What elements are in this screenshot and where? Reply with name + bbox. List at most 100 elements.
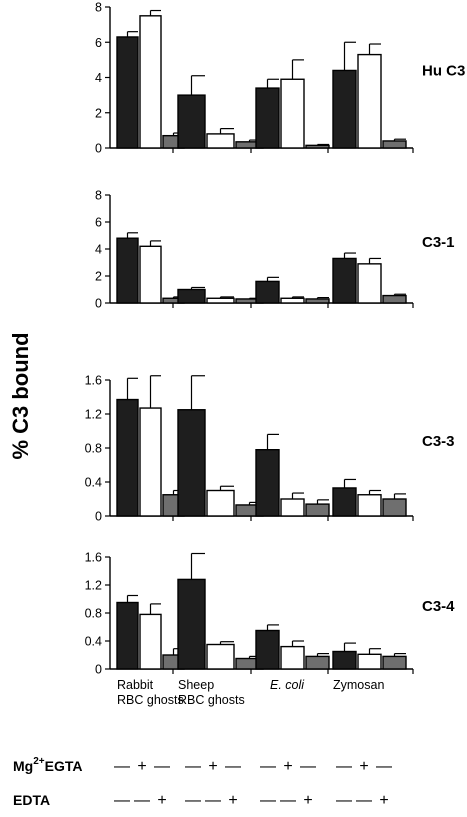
bar-1-4-3	[382, 140, 407, 149]
bar-1-3-3	[305, 144, 330, 149]
condition-sign: +	[137, 758, 146, 775]
condition-sign: —	[356, 792, 372, 809]
y-tick-label: 6	[95, 36, 102, 50]
bar-3-3-1	[255, 449, 280, 517]
y-tick-label: 1.2	[85, 408, 102, 422]
bar-3-4-1	[332, 487, 357, 517]
condition-sign: +	[359, 758, 368, 775]
condition-sign: —	[205, 792, 221, 809]
bar-3-4-3	[382, 498, 407, 517]
panel-label: C3-4	[422, 598, 455, 615]
bar-2-4-1	[332, 257, 357, 304]
condition-sign: —	[376, 758, 392, 775]
panel-label: C3-1	[422, 234, 455, 251]
bar-2-4-2	[357, 263, 382, 304]
bar-1-4-2	[357, 53, 382, 149]
y-tick-label: 1.6	[85, 551, 102, 565]
y-tick-label: 4	[95, 71, 102, 85]
bar-3-2-2	[206, 489, 235, 517]
y-tick-label: 2	[95, 106, 102, 120]
bar-2-3-3	[305, 298, 330, 304]
condition-sign: —	[280, 792, 296, 809]
bar-4-4-2	[357, 653, 382, 670]
bar-1-3-1	[255, 87, 280, 149]
condition-sign: +	[228, 792, 237, 809]
condition-sign: —	[154, 758, 170, 775]
condition-sign: —	[185, 758, 201, 775]
bar-4-3-3	[305, 655, 330, 670]
panel-label: C3-3	[422, 433, 455, 450]
panel-2: 0 2 4 6 8 C3-1	[95, 189, 454, 311]
bar-2-1-2	[139, 245, 162, 304]
category-label: Zymosan	[333, 678, 384, 692]
condition-sign: +	[379, 792, 388, 809]
category-label: E. coli	[270, 678, 305, 692]
category-label-line2: RBC ghosts	[178, 693, 245, 707]
y-tick-label: 0.4	[85, 476, 102, 490]
condition-label: Mg2+EGTA	[13, 756, 82, 774]
bar-3-1-1	[116, 398, 139, 517]
bar-1-2-2	[206, 133, 235, 149]
bar-1-1-1	[116, 36, 139, 149]
condition-label-main: Mg	[13, 758, 33, 774]
bar-3-3-3	[305, 503, 330, 517]
condition-sign: —	[114, 792, 130, 809]
panels: 0 2 4 6 8 Hu C3 0 2 4 6 8 C3-1 0 0.4 0.8 1.2 1.6 C3-3 0 0.4…	[85, 1, 466, 677]
bar-2-2-2	[206, 297, 235, 304]
y-tick-label: 8	[95, 1, 102, 15]
y-tick-label: 0	[95, 663, 102, 677]
y-tick-label: 0	[95, 297, 102, 311]
bar-3-3-2	[280, 498, 305, 517]
bar-1-1-2	[139, 15, 162, 149]
condition-label-superscript: 2+	[33, 756, 45, 767]
condition-label: EDTA	[13, 792, 50, 808]
condition-sign: —	[114, 758, 130, 775]
bar-1-2-1	[177, 94, 206, 149]
bar-4-4-1	[332, 650, 357, 670]
bar-2-3-2	[280, 297, 305, 304]
bar-2-3-1	[255, 280, 280, 304]
category-label: Sheep	[178, 678, 214, 692]
bar-4-3-2	[280, 645, 305, 670]
y-tick-label: 0.8	[85, 442, 102, 456]
y-tick-label: 0	[95, 510, 102, 524]
condition-sign: +	[283, 758, 292, 775]
category-label-line2: RBC ghosts	[117, 693, 184, 707]
condition-sign: —	[225, 758, 241, 775]
panel-4: 0 0.4 0.8 1.2 1.6 C3-4	[85, 551, 456, 677]
bar-3-2-1	[177, 409, 206, 517]
condition-label-rest: EGTA	[45, 758, 83, 774]
bar-4-1-1	[116, 601, 139, 670]
condition-rows: Mg2+EGTA — + — — + — — + — — + —EDTA — — + — — + — — + — — +	[13, 756, 392, 809]
bar-3-1-2	[139, 407, 162, 517]
condition-sign: —	[260, 792, 276, 809]
panel-1: 0 2 4 6 8 Hu C3	[95, 1, 465, 156]
bar-4-4-3	[382, 655, 407, 670]
bar-1-3-2	[280, 78, 305, 149]
bar-3-4-2	[357, 494, 382, 517]
y-tick-label: 6	[95, 216, 102, 230]
condition-sign: —	[336, 792, 352, 809]
bar-4-1-2	[139, 613, 162, 670]
y-tick-label: 1.6	[85, 374, 102, 388]
y-tick-label: 0.8	[85, 607, 102, 621]
bar-1-4-1	[332, 69, 357, 149]
y-tick-label: 0.4	[85, 635, 102, 649]
condition-sign: +	[208, 758, 217, 775]
condition-sign: +	[303, 792, 312, 809]
condition-sign: —	[134, 792, 150, 809]
condition-sign: —	[336, 758, 352, 775]
y-tick-label: 8	[95, 189, 102, 203]
bar-4-3-1	[255, 629, 280, 670]
y-tick-label: 4	[95, 243, 102, 257]
condition-label-main: EDTA	[13, 792, 50, 808]
bar-2-1-1	[116, 237, 139, 304]
condition-sign: +	[157, 792, 166, 809]
bar-4-2-1	[177, 578, 206, 670]
category-label: Rabbit	[117, 678, 154, 692]
y-tick-label: 2	[95, 270, 102, 284]
y-axis-label: % C3 bound	[8, 332, 33, 459]
condition-sign: —	[185, 792, 201, 809]
